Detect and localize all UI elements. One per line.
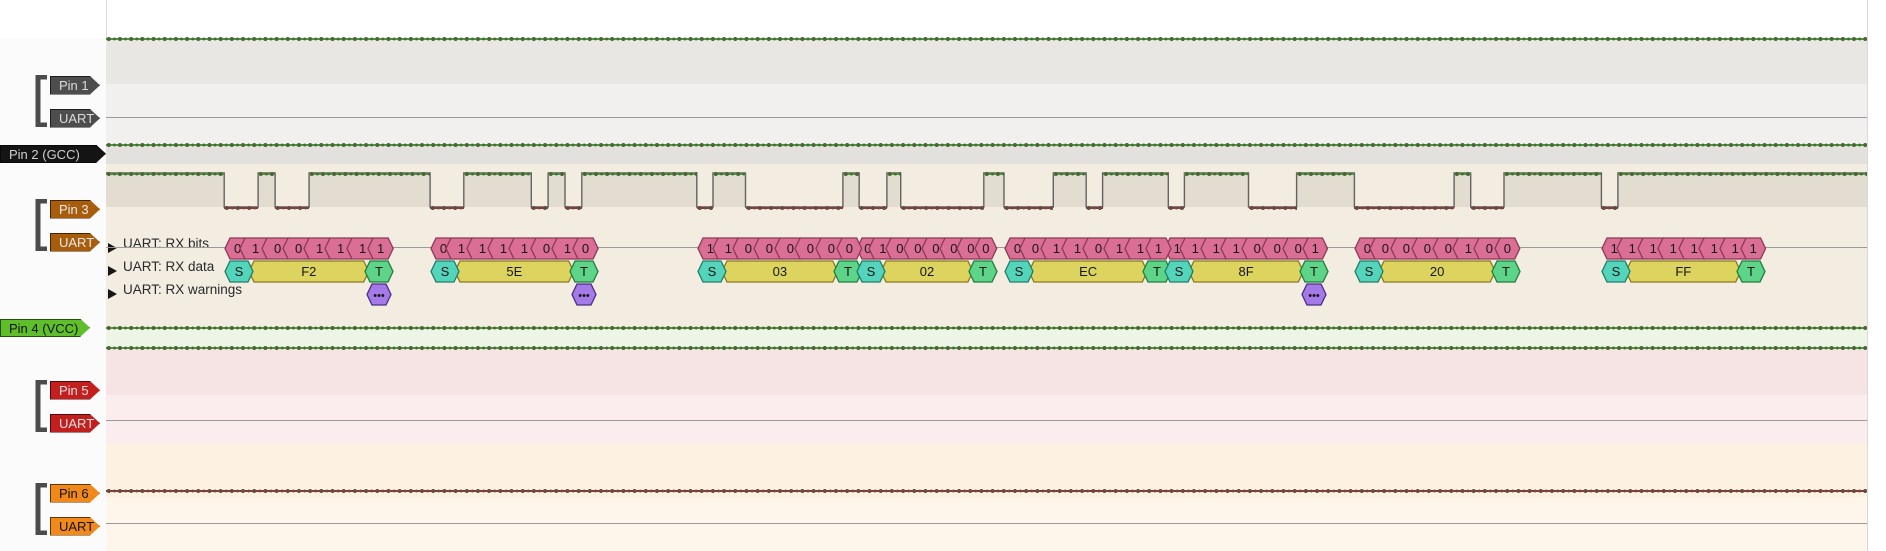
svg-text:1: 1: [358, 241, 365, 256]
svg-text:0: 0: [274, 241, 281, 256]
svg-text:1: 1: [1629, 241, 1636, 256]
svg-text:•••: •••: [1308, 290, 1320, 302]
svg-text:0: 0: [1444, 241, 1451, 256]
svg-text:F2: F2: [301, 264, 316, 279]
svg-text:T: T: [580, 264, 588, 279]
svg-text:03: 03: [772, 264, 786, 279]
svg-text:EC: EC: [1079, 264, 1097, 279]
svg-text:0: 0: [982, 241, 989, 256]
svg-text:1: 1: [724, 241, 731, 256]
svg-text:T: T: [1310, 264, 1318, 279]
svg-text:0: 0: [581, 241, 588, 256]
svg-text:0: 0: [1504, 241, 1511, 256]
svg-text:0: 0: [542, 241, 549, 256]
svg-text:1: 1: [1732, 241, 1739, 256]
svg-text:1: 1: [1212, 241, 1219, 256]
svg-text:0: 0: [828, 241, 835, 256]
svg-text:8F: 8F: [1239, 264, 1254, 279]
svg-text:1: 1: [521, 241, 528, 256]
svg-text:•••: •••: [373, 290, 385, 302]
svg-text:0: 0: [1274, 241, 1281, 256]
svg-text:02: 02: [920, 264, 934, 279]
svg-text:S: S: [441, 264, 450, 279]
svg-text:1: 1: [1711, 241, 1718, 256]
svg-text:1: 1: [563, 241, 570, 256]
svg-text:1: 1: [316, 241, 323, 256]
svg-text:0: 0: [766, 241, 773, 256]
svg-text:5E: 5E: [506, 264, 522, 279]
svg-text:1: 1: [1053, 241, 1060, 256]
svg-text:1: 1: [1233, 241, 1240, 256]
svg-text:FF: FF: [1676, 264, 1692, 279]
svg-text:0: 0: [1095, 241, 1102, 256]
svg-text:1: 1: [1137, 241, 1144, 256]
svg-text:S: S: [1365, 264, 1374, 279]
svg-text:0: 0: [1403, 241, 1410, 256]
svg-text:S: S: [1015, 264, 1024, 279]
svg-text:S: S: [1612, 264, 1621, 279]
svg-text:1: 1: [252, 241, 259, 256]
svg-text:1: 1: [1465, 241, 1472, 256]
svg-text:T: T: [844, 264, 852, 279]
svg-text:1: 1: [1312, 241, 1319, 256]
svg-text:1: 1: [1074, 241, 1081, 256]
svg-text:0: 0: [786, 241, 793, 256]
svg-text:0: 0: [1486, 241, 1493, 256]
svg-text:0: 0: [807, 241, 814, 256]
svg-text:S: S: [866, 264, 875, 279]
svg-text:0: 0: [1253, 241, 1260, 256]
svg-text:T: T: [1502, 264, 1510, 279]
svg-text:S: S: [235, 264, 244, 279]
svg-text:0: 0: [295, 241, 302, 256]
svg-text:T: T: [375, 264, 383, 279]
svg-text:1: 1: [500, 241, 507, 256]
svg-text:20: 20: [1430, 264, 1444, 279]
svg-text:S: S: [707, 264, 716, 279]
svg-text:0: 0: [846, 241, 853, 256]
svg-text:1: 1: [337, 241, 344, 256]
svg-text:T: T: [1153, 264, 1161, 279]
svg-text:T: T: [1747, 264, 1755, 279]
svg-text:1: 1: [1670, 241, 1677, 256]
svg-text:1: 1: [479, 241, 486, 256]
svg-text:1: 1: [1155, 241, 1162, 256]
svg-text:1: 1: [377, 241, 384, 256]
svg-text:0: 0: [1032, 241, 1039, 256]
svg-text:1: 1: [1649, 241, 1656, 256]
svg-text:0: 0: [1423, 241, 1430, 256]
svg-text:1: 1: [1690, 241, 1697, 256]
svg-text:1: 1: [458, 241, 465, 256]
svg-text:1: 1: [1116, 241, 1123, 256]
svg-text:0: 0: [1382, 241, 1389, 256]
svg-text:0: 0: [745, 241, 752, 256]
svg-text:1: 1: [1749, 241, 1756, 256]
svg-text:•••: •••: [578, 290, 590, 302]
svg-text:T: T: [979, 264, 987, 279]
svg-text:0: 0: [1294, 241, 1301, 256]
svg-text:1: 1: [1192, 241, 1199, 256]
svg-text:S: S: [1175, 264, 1184, 279]
